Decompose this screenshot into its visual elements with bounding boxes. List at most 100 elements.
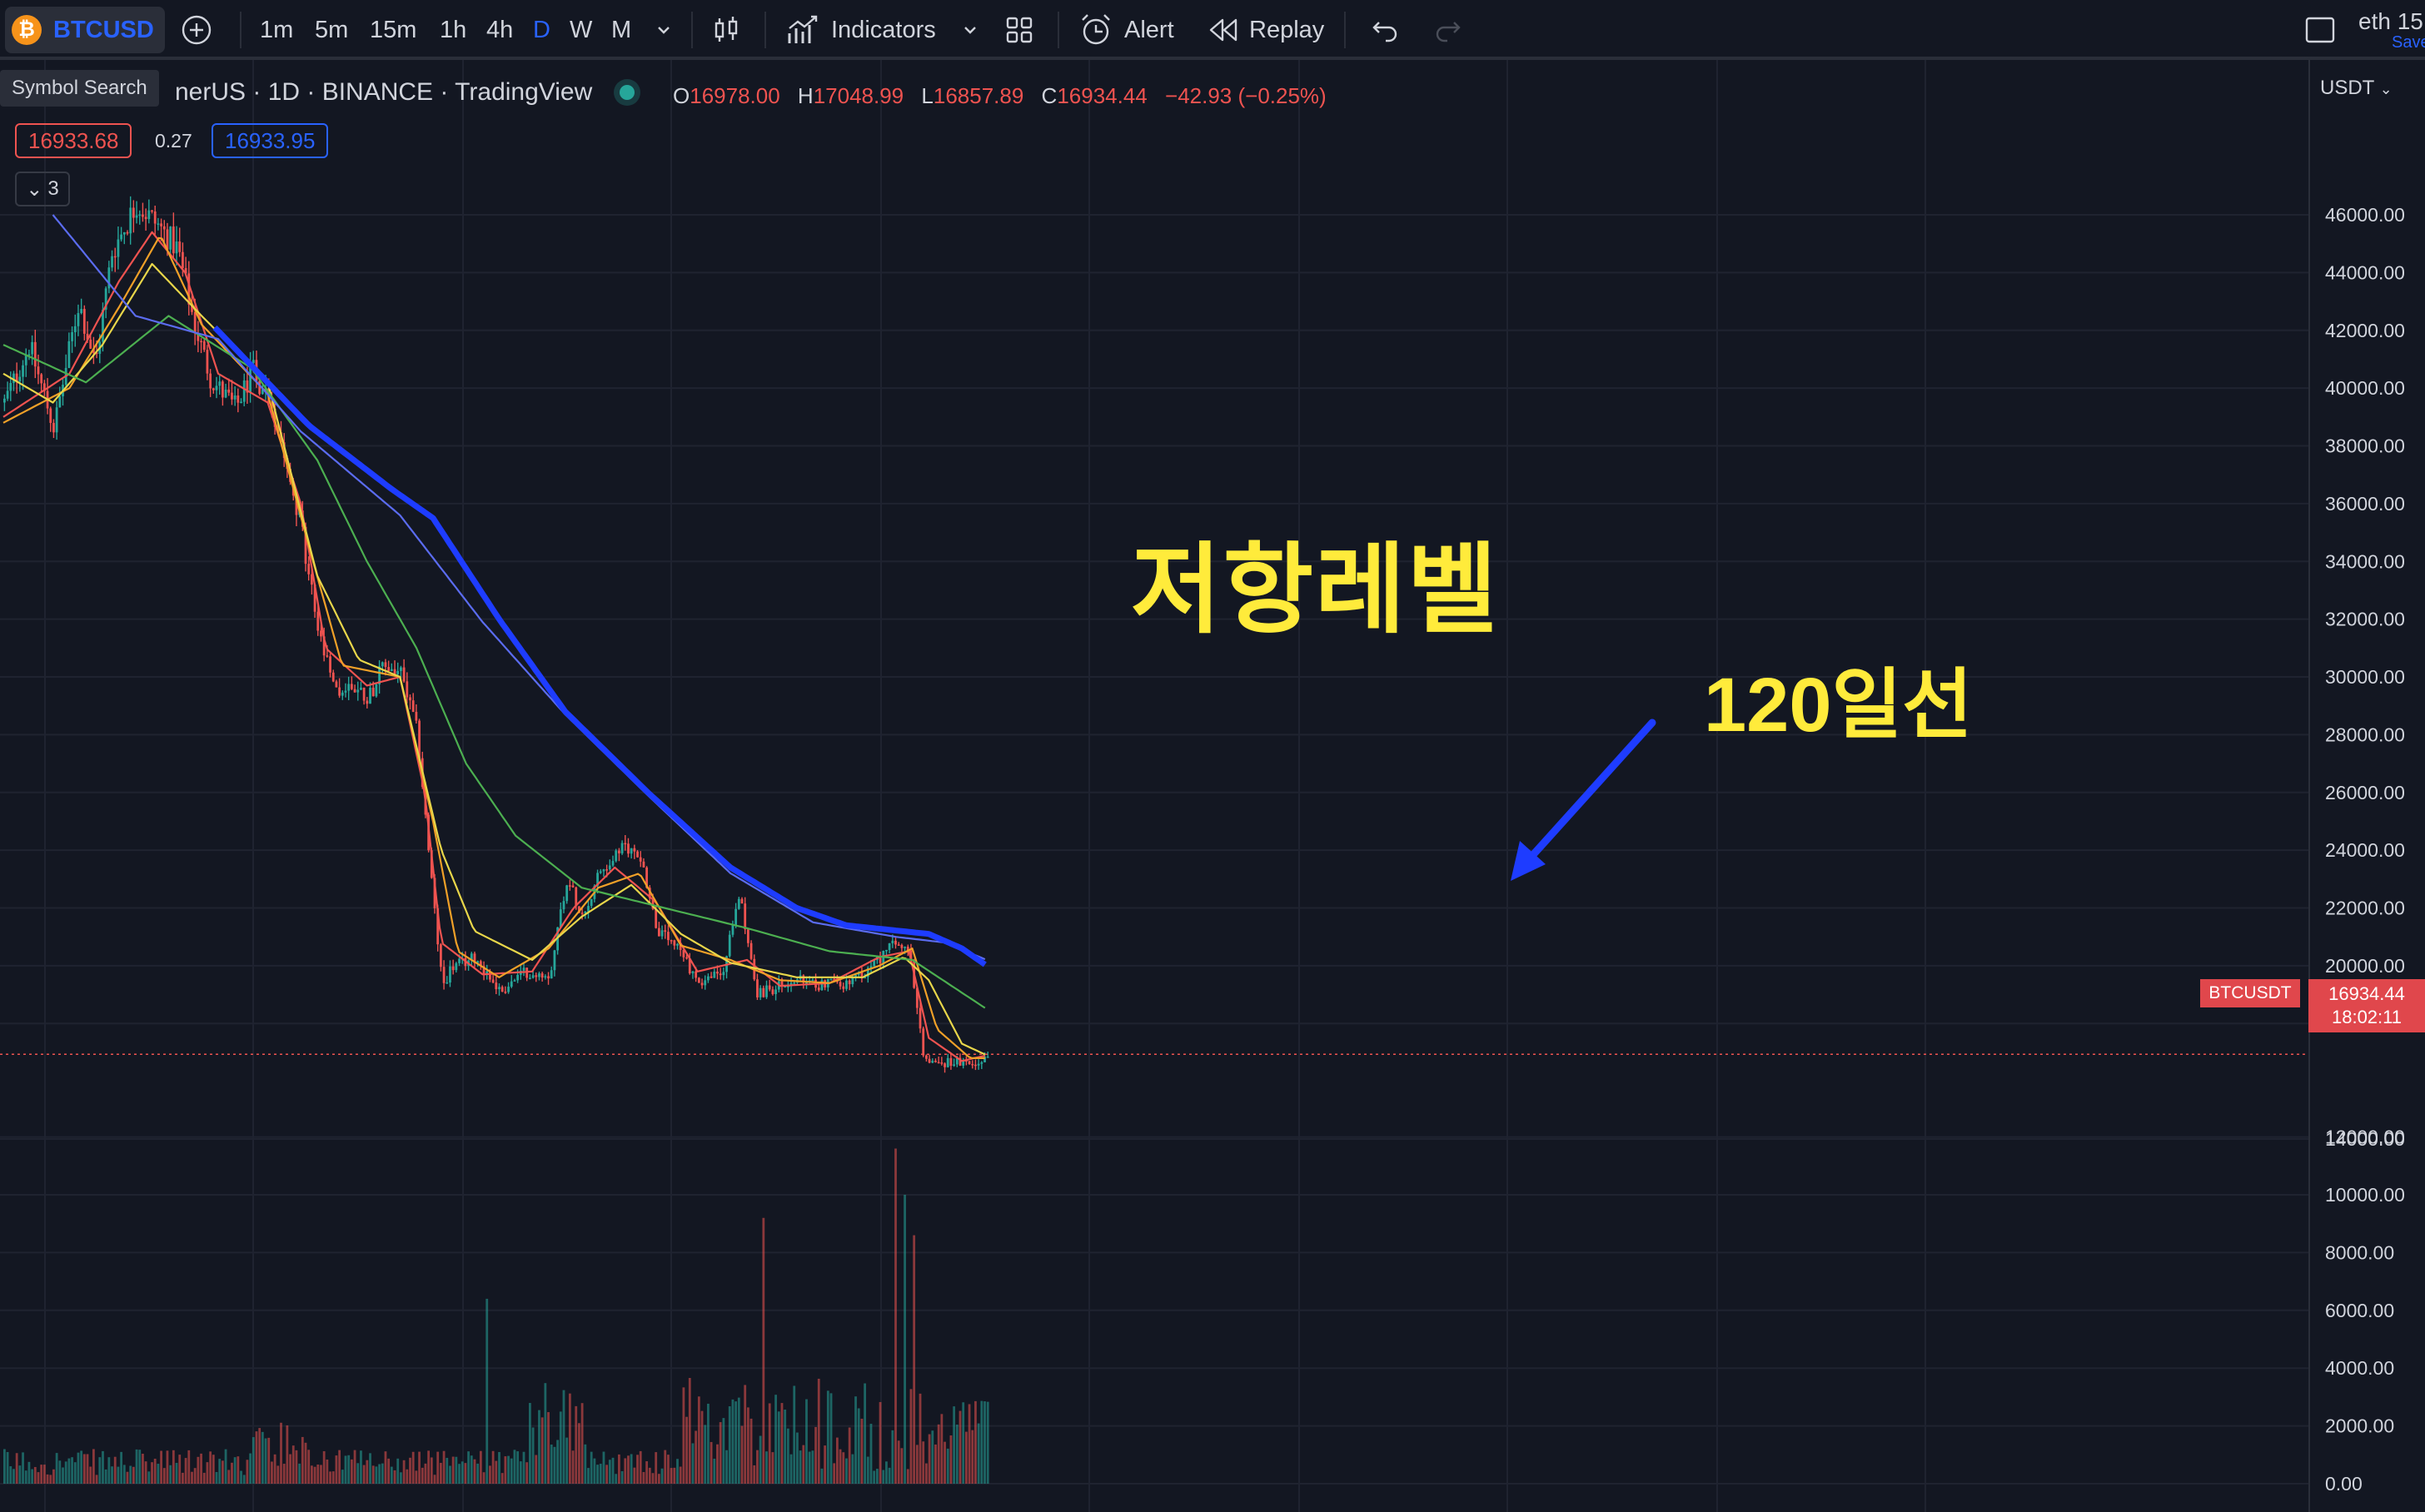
add-symbol-button[interactable] — [180, 0, 213, 60]
chart-legend-title[interactable]: nerUS · 1D · BINANCE · TradingView — [175, 78, 593, 106]
volume-bar — [713, 1458, 716, 1484]
indicators-dropdown-button[interactable] — [961, 0, 979, 60]
timeframe-15m[interactable]: 15m — [370, 16, 417, 43]
volume-bar — [922, 1441, 925, 1484]
volume-bar — [107, 1457, 111, 1484]
volume-bar — [909, 1389, 913, 1484]
volume-bar — [642, 1472, 645, 1484]
candle-body — [642, 861, 645, 868]
volume-bar — [289, 1454, 291, 1484]
candle-body — [691, 971, 695, 974]
volume-bar — [24, 1470, 27, 1484]
legend-collapse-button[interactable]: ⌄ 3 — [15, 172, 70, 206]
candle-body — [894, 940, 897, 945]
volume-bar — [301, 1436, 304, 1484]
volume-bar — [655, 1452, 658, 1484]
candle-body — [418, 720, 421, 758]
volume-bar — [544, 1383, 547, 1484]
candle-body — [129, 207, 132, 234]
candle-body — [446, 982, 449, 984]
candle-body — [52, 422, 55, 433]
indicators-button[interactable]: Indicators — [786, 0, 936, 60]
candle-body — [231, 392, 233, 400]
volume-bar — [829, 1393, 833, 1484]
volume-bar — [175, 1463, 178, 1484]
candle-body — [888, 943, 891, 950]
chart-type-button[interactable] — [710, 0, 743, 60]
candle-body — [974, 1064, 977, 1067]
volume-bar — [104, 1469, 107, 1484]
volume-bar — [673, 1467, 676, 1484]
market-status-icon[interactable] — [620, 85, 635, 100]
volume-bar — [169, 1465, 172, 1484]
volume-bar — [249, 1453, 251, 1484]
volume-bar — [442, 1450, 446, 1484]
layouts-button[interactable] — [1003, 0, 1036, 60]
timeframe-d[interactable]: D — [533, 16, 550, 43]
currency-selector[interactable]: USDT ⌄ — [2320, 77, 2393, 100]
candle-body — [528, 977, 531, 979]
candle-body — [983, 1057, 986, 1062]
volume-bar — [700, 1410, 704, 1484]
candle-body — [839, 982, 842, 987]
timeframe-1h[interactable]: 1h — [440, 16, 467, 43]
volume-bar — [944, 1441, 946, 1484]
alert-button[interactable]: Alert — [1078, 0, 1174, 60]
layout-toggle-button[interactable] — [2303, 0, 2337, 60]
volume-bar — [685, 1416, 688, 1484]
candle-body — [9, 382, 12, 391]
candle-body — [953, 1064, 956, 1067]
volume-bar — [919, 1393, 922, 1484]
symbol-search-tooltip: Symbol Search — [0, 70, 159, 107]
timeframe-m[interactable]: M — [611, 16, 632, 43]
volume-bar — [695, 1430, 698, 1484]
candle-body — [627, 843, 630, 854]
volume-bar — [593, 1458, 596, 1484]
candle-body — [169, 226, 172, 250]
countdown-timer: 18:02:11 — [2331, 1007, 2402, 1027]
volume-bar — [618, 1454, 620, 1484]
volume-bar — [142, 1454, 144, 1484]
volume-bar — [439, 1463, 442, 1484]
buy-price-box[interactable]: 16933.95 — [212, 123, 329, 158]
timeframe-1m[interactable]: 1m — [260, 16, 294, 43]
volume-bar — [251, 1437, 255, 1484]
candle-body — [949, 1057, 953, 1067]
undo-button[interactable] — [1371, 0, 1399, 60]
redo-button[interactable] — [1434, 0, 1462, 60]
candle-body — [371, 687, 375, 697]
timeframe-4h[interactable]: 4h — [486, 16, 514, 43]
price-tick-label: 38000.00 — [2325, 435, 2405, 457]
volume-bar — [556, 1440, 559, 1484]
replay-label: Replay — [1249, 16, 1325, 43]
symbol-label[interactable]: BTCUSD — [53, 16, 154, 43]
volume-bar — [611, 1457, 615, 1484]
candle-body — [596, 873, 599, 886]
volume-bar — [313, 1466, 316, 1484]
volume-bar — [983, 1401, 986, 1484]
replay-button[interactable]: Replay — [1208, 0, 1324, 60]
volume-bar — [193, 1468, 197, 1484]
volume-bar — [473, 1459, 476, 1484]
candle-body — [784, 986, 787, 988]
price-axis[interactable] — [2308, 60, 2425, 1512]
volume-bar — [233, 1457, 237, 1484]
candle-body — [562, 901, 565, 910]
timeframe-w[interactable]: W — [570, 16, 593, 43]
volume-bar — [9, 1466, 12, 1484]
candle-body — [919, 1007, 922, 1029]
layout-name[interactable]: eth 15 — [2358, 8, 2423, 34]
timeframe-dropdown-button[interactable] — [655, 0, 673, 60]
volume-bar — [42, 1465, 46, 1484]
candle-body — [237, 395, 240, 403]
candle-body — [209, 373, 212, 389]
candle-body — [436, 908, 440, 945]
ma120-annotation: 120일선 — [1704, 663, 1973, 748]
price-chart[interactable]: 46000.0044000.0042000.0040000.0038000.00… — [0, 60, 2425, 1512]
timeframe-5m[interactable]: 5m — [315, 16, 349, 43]
sell-price-box[interactable]: 16933.68 — [15, 123, 132, 158]
candle-body — [175, 241, 178, 254]
candle-body — [341, 692, 344, 696]
candle-body — [636, 851, 639, 858]
annotation-arrow — [1511, 719, 1656, 881]
